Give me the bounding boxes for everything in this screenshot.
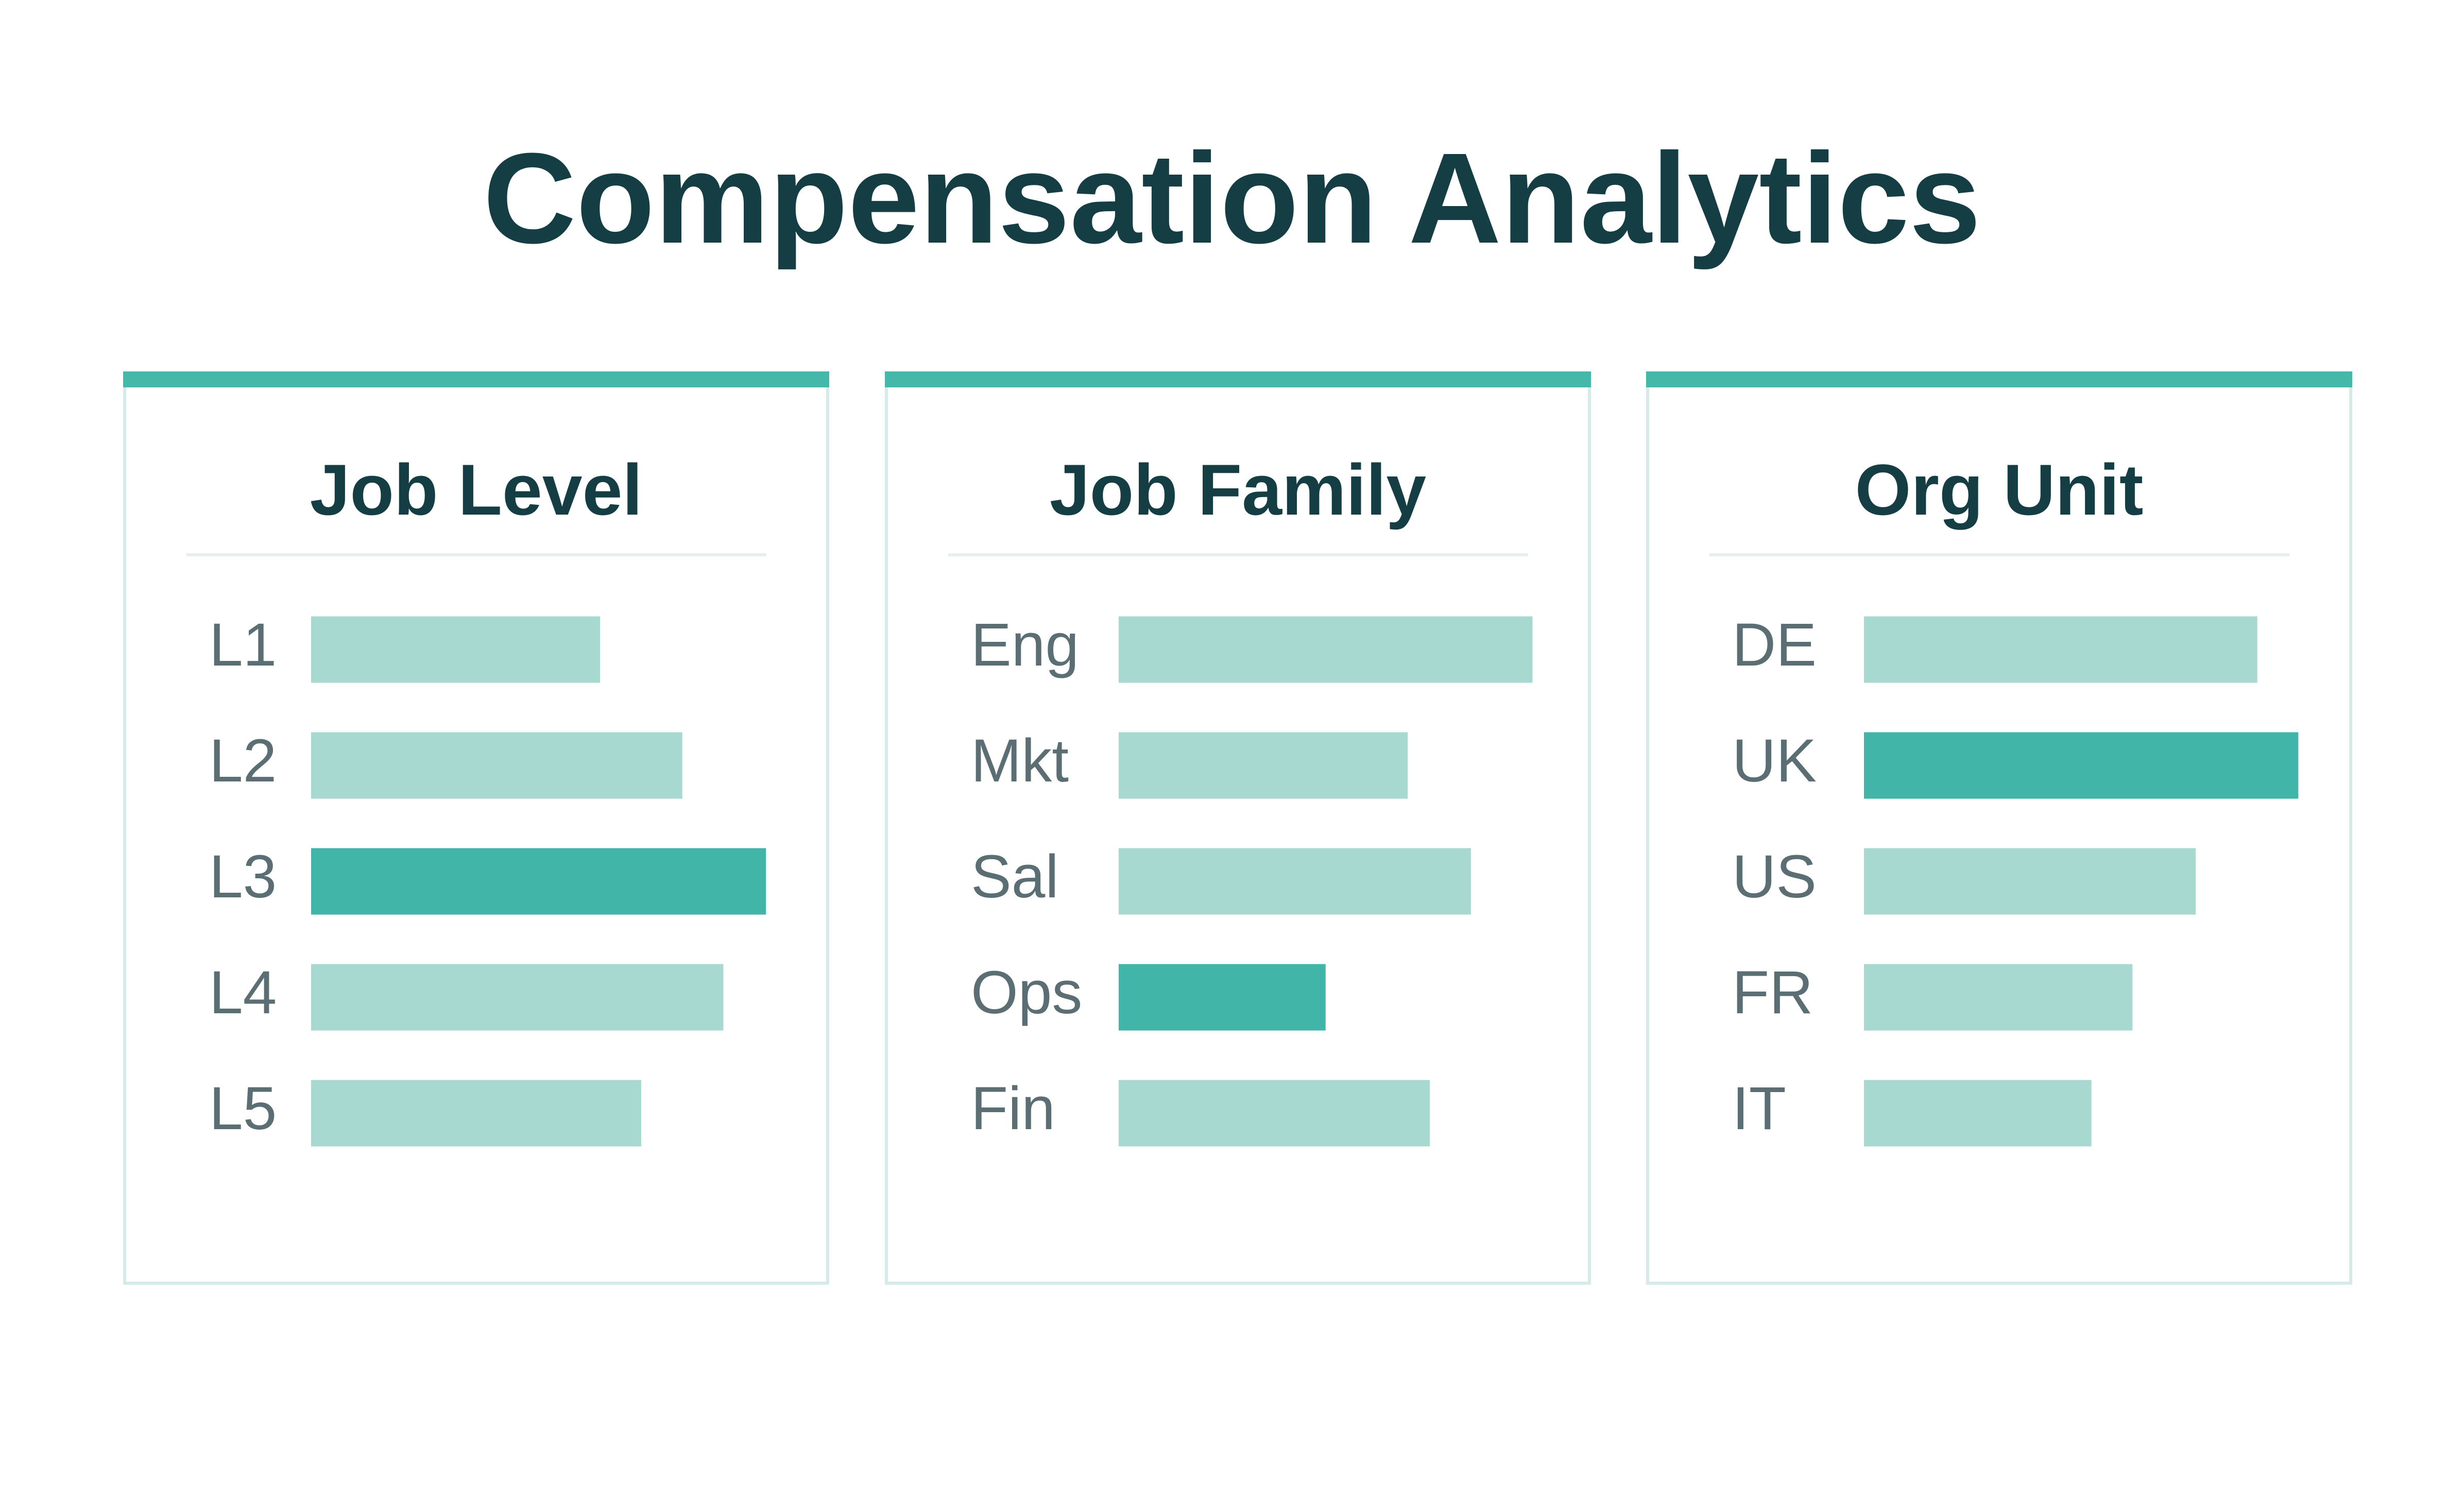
panel-title: Job Level — [310, 449, 643, 530]
category-label: Fin — [971, 1075, 1055, 1143]
bar — [1864, 732, 2299, 799]
bar — [1119, 1080, 1430, 1147]
bar — [1119, 848, 1471, 915]
bar — [311, 616, 601, 683]
bar — [1119, 732, 1408, 799]
bar — [311, 848, 766, 915]
bar — [1864, 848, 2196, 915]
page-title: Compensation Analytics — [483, 126, 1981, 270]
category-label: L3 — [209, 843, 277, 911]
category-label: L4 — [209, 959, 277, 1027]
bar — [311, 1080, 641, 1147]
panel-accent — [885, 371, 1591, 387]
category-label: L2 — [209, 727, 277, 795]
panel-title: Org Unit — [1855, 449, 2144, 530]
category-label: UK — [1732, 727, 1817, 795]
bar — [1864, 964, 2133, 1031]
bar — [311, 732, 682, 799]
category-label: Sal — [971, 843, 1059, 911]
category-label: L5 — [209, 1075, 277, 1143]
category-label: Ops — [971, 959, 1082, 1027]
bar — [1864, 616, 2257, 683]
category-label: DE — [1732, 611, 1817, 679]
category-label: FR — [1732, 959, 1813, 1027]
category-label: L1 — [209, 611, 277, 679]
bar — [1119, 616, 1533, 683]
bar — [1864, 1080, 2092, 1147]
category-label: IT — [1732, 1075, 1786, 1143]
panel-accent — [123, 371, 829, 387]
category-label: US — [1732, 843, 1817, 911]
bar — [1119, 964, 1326, 1031]
category-label: Mkt — [971, 727, 1069, 795]
panel-accent — [1646, 371, 2352, 387]
bar — [311, 964, 724, 1031]
panel-title: Job Family — [1050, 449, 1426, 530]
category-label: Eng — [971, 611, 1079, 679]
